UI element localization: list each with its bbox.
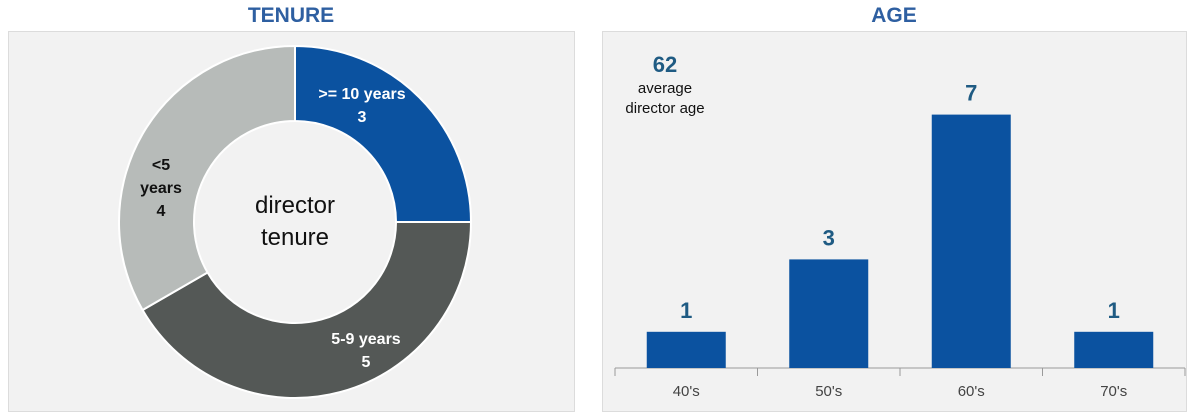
slice-value-label: 3 [358,109,367,126]
tenure-donut-chart: >= 10 years 3 5-9 years 5 <5 years 4 director te… [118,44,473,399]
donut-slice [294,44,473,223]
bar-value-label: 1 [1108,298,1120,323]
average-age-caption: average [638,80,692,97]
bar [931,114,1011,368]
donut-center-label: director [255,192,335,219]
tenure-chart-panel: >= 10 years 3 5-9 years 5 <5 years 4 director te… [8,31,575,412]
bar-value-label: 1 [680,298,692,323]
slice-value-label: 4 [157,203,166,220]
age-chart-panel: 1 40's 3 50's 7 60's 1 70's 62 average director ag… [602,31,1187,412]
x-tick-label: 50's [815,383,842,400]
slice-category-label: <5 [152,157,170,174]
bar-value-label: 7 [965,81,977,106]
x-tick-label: 60's [958,383,985,400]
donut-slice [118,44,296,312]
x-tick-label: 40's [673,383,700,400]
average-age-value: 62 [653,52,677,77]
slice-category-label: >= 10 years [318,86,405,103]
bar [646,331,726,368]
slice-category-label: years [140,180,182,197]
x-tick-label: 70's [1100,383,1127,400]
age-chart-title: AGE [871,4,917,27]
average-age-caption: director age [625,100,704,117]
slice-category-label: 5-9 years [331,331,400,348]
donut-slice [141,221,473,399]
bar-value-label: 3 [823,225,835,250]
bar [1074,331,1154,368]
age-bar-chart: 1 40's 3 50's 7 60's 1 70's 62 average director ag… [614,52,1186,400]
tenure-chart-title: TENURE [247,4,335,27]
slice-value-label: 5 [362,354,371,371]
bar [789,259,869,368]
donut-center-label: tenure [261,224,329,251]
